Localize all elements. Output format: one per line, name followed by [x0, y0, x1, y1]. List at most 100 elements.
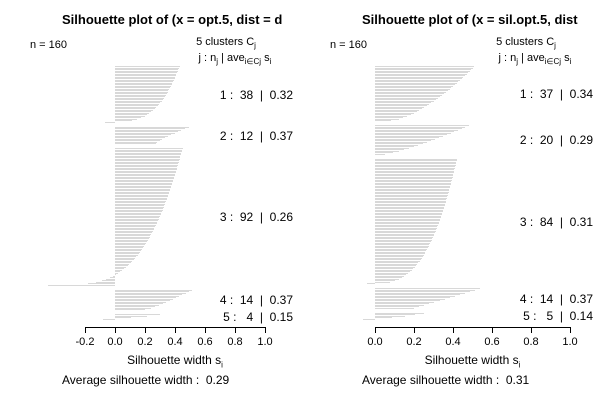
silhouette-bar	[375, 207, 445, 208]
silhouette-bar	[47, 285, 115, 286]
x-tick-label: 0.0	[107, 336, 123, 348]
silhouette-bar	[375, 314, 415, 315]
silhouette-bar	[115, 75, 176, 76]
silhouette-bar	[375, 66, 475, 67]
silhouette-bar	[115, 163, 179, 164]
silhouette-bar	[375, 146, 414, 147]
clusters-count-header: 5 clusters Cj	[126, 36, 300, 50]
silhouette-bar	[375, 89, 450, 90]
silhouette-bar	[115, 246, 145, 247]
silhouette-bar	[112, 276, 115, 277]
silhouette-bar	[115, 256, 137, 257]
x-tick-label: 0.2	[406, 336, 422, 348]
silhouette-bar	[375, 243, 431, 244]
cluster-label: 3 : 92 | 0.26	[219, 210, 293, 224]
silhouette-bar	[115, 247, 144, 248]
silhouette-bar	[375, 142, 428, 143]
x-axis-title-sub: i	[518, 360, 521, 370]
silhouette-bar	[375, 136, 444, 137]
silhouette-bar	[115, 108, 155, 109]
silhouette-bar	[115, 225, 156, 226]
silhouette-bar	[115, 127, 189, 128]
silhouette-bar	[115, 92, 168, 93]
silhouette-bar	[115, 90, 169, 91]
silhouette-bar	[115, 178, 174, 179]
silhouette-bar	[375, 317, 392, 318]
silhouette-bar	[115, 171, 177, 172]
cluster-label: 2 : 20 | 0.29	[519, 133, 593, 147]
silhouette-bar	[115, 291, 189, 292]
silhouette-bar	[115, 238, 149, 239]
cluster-label: 1 : 38 | 0.32	[219, 87, 293, 102]
silhouette-bar	[375, 280, 395, 281]
silhouette-bar	[375, 256, 423, 257]
silhouette-bar	[115, 290, 192, 291]
x-axis-tick	[175, 327, 176, 333]
silhouette-bar	[375, 71, 470, 72]
x-tick-label: 1.0	[562, 336, 578, 348]
x-axis-title-text: Silhouette width s	[424, 353, 519, 367]
x-tick-label: 0.4	[445, 336, 461, 348]
plot-title: Silhouette plot of (x = sil.opt.5, dist	[362, 12, 578, 27]
silhouette-bar	[115, 96, 165, 97]
silhouette-bar	[115, 162, 179, 163]
silhouette-bar	[115, 93, 167, 94]
silhouette-bar	[375, 313, 424, 314]
silhouette-bar	[115, 264, 130, 265]
silhouette-bar	[375, 165, 456, 166]
silhouette-bar	[115, 74, 177, 75]
silhouette-bar	[115, 208, 164, 209]
x-tick-label: 0.8	[523, 336, 539, 348]
silhouette-bar	[87, 283, 115, 284]
average-silhouette-label: Average silhouette width : 0.29	[62, 373, 230, 387]
silhouette-bar	[115, 226, 156, 227]
silhouette-bar	[115, 186, 172, 187]
silhouette-bar	[115, 130, 182, 131]
silhouette-bar	[115, 211, 162, 212]
clusters-count-sub: j	[254, 41, 256, 51]
silhouette-bar	[115, 81, 174, 82]
silhouette-bar	[115, 259, 134, 260]
silhouette-bar	[103, 319, 115, 320]
silhouette-bar	[375, 137, 440, 138]
silhouette-bar	[115, 240, 148, 241]
silhouette-bar	[375, 181, 452, 182]
silhouette-bar	[375, 90, 448, 91]
silhouette-bar	[375, 252, 426, 253]
silhouette-bar	[375, 125, 469, 126]
formula-part: s	[261, 52, 270, 64]
silhouette-bar	[375, 265, 417, 266]
silhouette-bar	[115, 235, 151, 236]
silhouette-bar	[115, 189, 171, 190]
silhouette-bar	[375, 316, 405, 317]
silhouette-bar	[375, 228, 437, 229]
silhouette-bar	[115, 151, 182, 152]
silhouette-bar	[115, 196, 168, 197]
silhouette-bar	[375, 222, 440, 223]
silhouette-bar	[375, 151, 399, 152]
silhouette-bar	[115, 139, 163, 140]
silhouette-bar	[375, 77, 464, 78]
silhouette-bar	[115, 83, 173, 84]
silhouette-bar	[375, 288, 481, 289]
silhouette-bar	[375, 148, 410, 149]
silhouette-bar	[375, 291, 471, 292]
silhouette-bar	[101, 280, 115, 281]
silhouette-bar	[115, 181, 173, 182]
silhouette-bar	[115, 87, 171, 88]
silhouette-bar	[375, 229, 437, 230]
silhouette-bar	[375, 220, 440, 221]
silhouette-bar	[115, 267, 126, 268]
silhouette-bar	[375, 168, 455, 169]
silhouette-bar	[115, 69, 179, 70]
silhouette-bar	[375, 120, 391, 121]
silhouette-bar	[375, 84, 455, 85]
silhouette-bar	[375, 133, 451, 134]
silhouette-bar	[375, 261, 420, 262]
silhouette-bar	[115, 175, 175, 176]
x-axis-tick	[235, 327, 236, 333]
silhouette-bar	[375, 276, 405, 277]
silhouette-bar	[375, 274, 407, 275]
silhouette-bar	[375, 240, 432, 241]
x-axis-tick	[85, 327, 86, 333]
